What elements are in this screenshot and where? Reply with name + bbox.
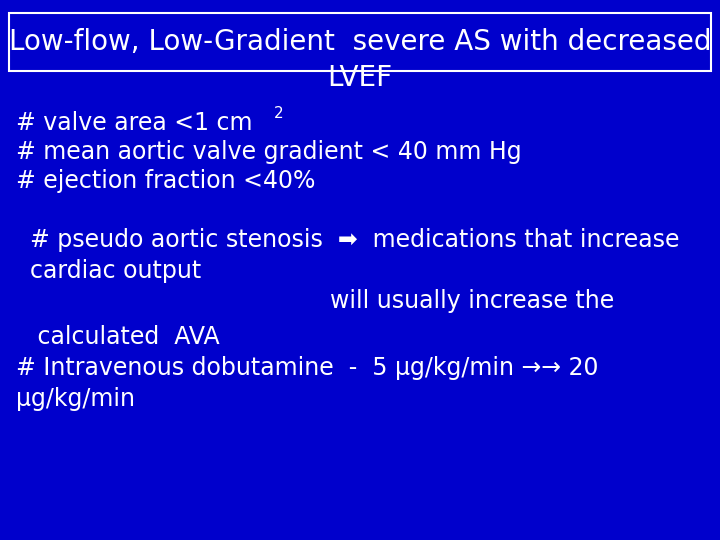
Text: 2: 2: [274, 106, 283, 121]
Text: # Intravenous dobutamine  -  5 μg/kg/min →→ 20: # Intravenous dobutamine - 5 μg/kg/min →…: [16, 356, 598, 380]
Bar: [9, 13, 711, 71]
Text: # pseudo aortic stenosis  ➡  medications that increase: # pseudo aortic stenosis ➡ medications t…: [30, 228, 680, 252]
Text: μg/kg/min: μg/kg/min: [16, 387, 135, 410]
Text: # valve area <1 cm: # valve area <1 cm: [16, 111, 252, 135]
Text: will usually increase the: will usually increase the: [30, 289, 614, 313]
Text: calculated  AVA: calculated AVA: [30, 326, 220, 349]
Text: LVEF: LVEF: [328, 64, 392, 92]
Text: cardiac output: cardiac output: [30, 259, 202, 283]
Text: Low-flow, Low-Gradient  severe AS with decreased: Low-flow, Low-Gradient severe AS with de…: [9, 28, 711, 56]
Text: # ejection fraction <40%: # ejection fraction <40%: [16, 170, 315, 193]
Text: # mean aortic valve gradient < 40 mm Hg: # mean aortic valve gradient < 40 mm Hg: [16, 140, 521, 164]
